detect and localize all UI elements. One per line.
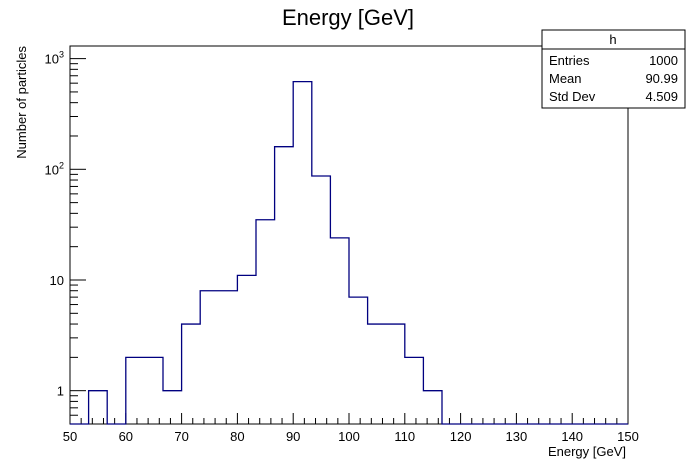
- chart-title: Energy [GeV]: [282, 5, 414, 30]
- y-axis-title: Number of particles: [14, 46, 29, 159]
- stats-stddev-label: Std Dev: [549, 89, 596, 104]
- histogram-series: [70, 80, 628, 425]
- stats-entries-value: 1000: [649, 53, 678, 68]
- y-tick-exponent: 2: [59, 160, 64, 170]
- y-tick-label: 102: [45, 160, 64, 177]
- stats-stddev-value: 4.509: [645, 89, 678, 104]
- x-tick-label: 90: [286, 429, 300, 444]
- y-tick-label: 1: [57, 384, 64, 399]
- x-tick-label: 50: [63, 429, 77, 444]
- y-tick-base: 1: [57, 384, 64, 399]
- stats-entries-label: Entries: [549, 53, 590, 68]
- y-tick-label: 10: [50, 273, 64, 288]
- x-tick-label: 80: [230, 429, 244, 444]
- x-tick-label: 60: [119, 429, 133, 444]
- y-tick-label: 103: [45, 50, 64, 67]
- x-tick-label: 140: [561, 429, 583, 444]
- stats-mean-label: Mean: [549, 71, 582, 86]
- x-tick-label: 100: [338, 429, 360, 444]
- x-tick-label: 70: [174, 429, 188, 444]
- y-tick-base: 10: [45, 52, 59, 67]
- stats-mean-value: 90.99: [645, 71, 678, 86]
- x-axis: 50 60 70 80 90 100 110 120 130 140 150: [63, 413, 639, 444]
- y-tick-base: 10: [45, 162, 59, 177]
- x-tick-label: 120: [450, 429, 472, 444]
- y-tick-base: 10: [50, 273, 64, 288]
- x-tick-label: 130: [506, 429, 528, 444]
- x-tick-label: 110: [394, 429, 415, 444]
- x-axis-title: Energy [GeV]: [548, 444, 626, 459]
- stats-box-frame: [541, 29, 686, 109]
- stats-histogram-name: h: [609, 32, 616, 47]
- stats-box: h Entries 1000 Mean 90.99 Std Dev 4.509: [541, 29, 686, 109]
- y-tick-exponent: 3: [59, 50, 64, 60]
- x-tick-label: 150: [617, 429, 639, 444]
